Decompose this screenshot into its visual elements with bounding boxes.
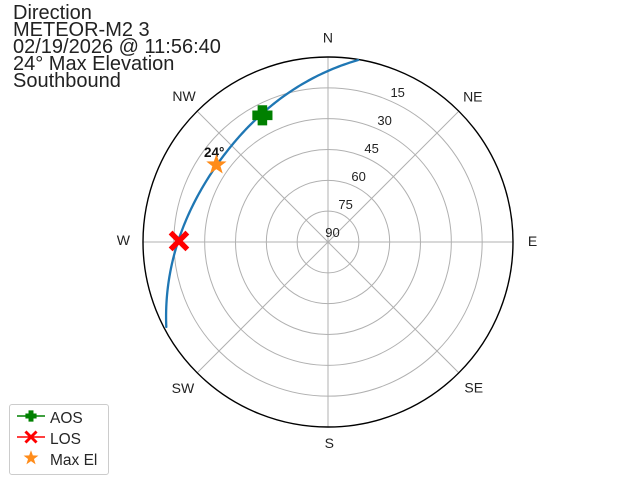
svg-text:NW: NW [172, 88, 196, 104]
svg-text:NE: NE [463, 89, 482, 105]
svg-text:N: N [323, 29, 333, 45]
svg-text:15: 15 [390, 85, 404, 100]
svg-text:SE: SE [464, 379, 483, 395]
svg-text:75: 75 [338, 197, 352, 212]
svg-text:SW: SW [172, 380, 195, 396]
svg-text:S: S [325, 435, 334, 451]
svg-text:60: 60 [351, 169, 365, 184]
svg-text:45: 45 [364, 141, 378, 156]
svg-text:24°: 24° [204, 145, 224, 160]
svg-text:W: W [117, 232, 131, 248]
svg-text:90: 90 [325, 225, 339, 240]
svg-text:E: E [528, 233, 537, 249]
svg-text:30: 30 [377, 113, 391, 128]
